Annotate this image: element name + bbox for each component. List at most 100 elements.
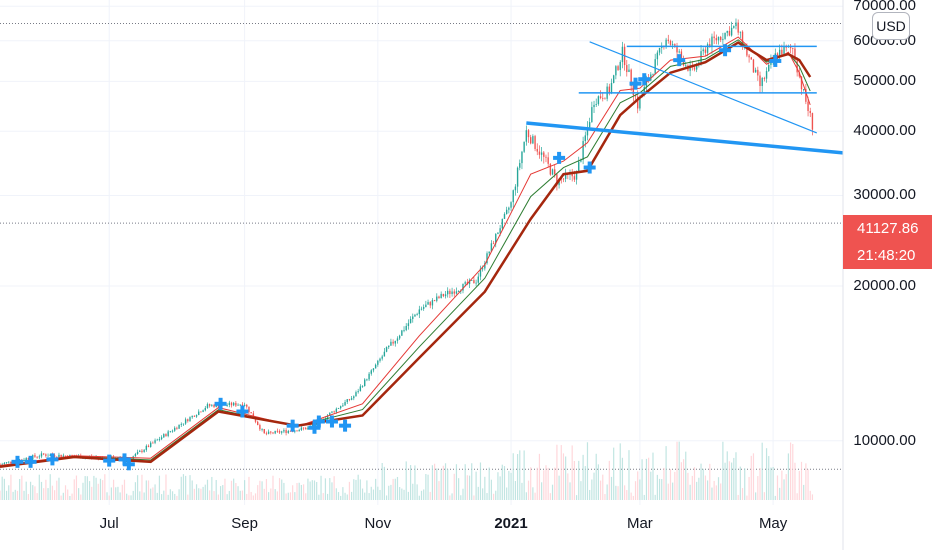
candle-body	[604, 98, 606, 100]
candle-body	[250, 412, 252, 414]
candle-body	[436, 296, 438, 301]
volume-bar	[726, 451, 728, 500]
volume-bar	[746, 495, 748, 500]
y-tick-label: 70000.00	[853, 0, 916, 15]
candle-body	[639, 97, 641, 109]
volume-bar	[394, 478, 396, 500]
volume-bar	[680, 462, 682, 500]
volume-bar	[440, 469, 442, 500]
candle-body	[381, 356, 383, 359]
candle-body	[798, 72, 801, 77]
candle-body	[359, 386, 362, 392]
candle-body	[239, 404, 241, 406]
candle-body	[267, 431, 270, 434]
volume-bar	[396, 476, 399, 500]
candle-body	[320, 418, 322, 420]
signal-marker	[719, 44, 732, 57]
volume-bar	[715, 485, 717, 500]
candle-body	[230, 402, 233, 406]
volume-bar	[643, 494, 645, 500]
volume-bar	[93, 475, 95, 500]
candle-body	[272, 432, 274, 434]
marker-vbar	[633, 77, 638, 90]
volume-bar	[12, 491, 14, 500]
candle-body	[243, 404, 246, 406]
volume-bar	[353, 479, 355, 500]
volume-bar	[281, 479, 283, 500]
volume-bar	[490, 479, 492, 500]
candle-body	[169, 431, 172, 433]
candle-body	[510, 202, 512, 208]
currency-badge[interactable]: USD	[872, 12, 910, 40]
candle-body	[457, 291, 460, 292]
volume-bar	[324, 478, 327, 500]
candle-body	[438, 296, 440, 299]
candle-body	[665, 39, 667, 48]
candle-body	[3, 462, 6, 465]
volume-bar	[326, 493, 329, 500]
candle-body	[752, 59, 755, 73]
candle-body	[794, 48, 796, 61]
volume-bar	[163, 490, 165, 500]
candle-body	[409, 318, 412, 324]
volume-bar	[412, 483, 414, 500]
volume-bar	[403, 489, 405, 500]
volume-bar	[506, 487, 508, 500]
candle-body	[0, 464, 1, 466]
candle-body	[346, 399, 348, 403]
x-tick-label: Mar	[626, 515, 653, 532]
volume-bar	[193, 488, 195, 500]
marker-vbar	[50, 453, 55, 466]
volume-bar	[796, 493, 798, 500]
candle-body	[658, 47, 661, 53]
candle-body	[8, 461, 10, 463]
volume-bar	[752, 453, 755, 500]
signal-marker	[673, 54, 686, 67]
candle-body	[429, 302, 431, 306]
candle-body	[477, 276, 479, 283]
volume-bar	[185, 475, 187, 500]
candle-body	[263, 428, 265, 434]
volume-bar	[169, 489, 171, 500]
volume-bar	[211, 476, 213, 500]
candle-body	[702, 49, 704, 52]
volume-bar	[272, 475, 274, 500]
candle-body	[53, 455, 56, 457]
volume-bar	[541, 482, 543, 500]
volume-bar	[132, 490, 134, 500]
volume-bar	[342, 487, 344, 500]
volume-bar	[75, 475, 78, 500]
volume-bar	[254, 493, 257, 500]
candle-body	[178, 424, 180, 429]
candle-body	[60, 454, 62, 457]
volume-bar	[200, 488, 202, 500]
volume-bar	[388, 485, 390, 500]
volume-bar	[139, 491, 141, 500]
volume-bar	[285, 493, 287, 500]
candle-body	[595, 104, 597, 105]
candle-body	[298, 429, 300, 432]
volume-bar	[427, 474, 429, 500]
volume-bar	[150, 488, 152, 500]
volume-bar	[589, 489, 591, 500]
volume-bar	[477, 486, 479, 500]
volume-bar	[97, 483, 99, 500]
candle-body	[433, 300, 436, 301]
volume-bar	[283, 482, 285, 500]
volume-bar	[91, 486, 93, 500]
volume-bar	[637, 471, 639, 500]
volume-bar	[333, 476, 335, 500]
candle-body	[285, 430, 287, 433]
volume-bar	[222, 485, 224, 500]
candle-body	[615, 66, 617, 76]
candle-body	[427, 302, 429, 305]
volume-bar	[226, 494, 228, 500]
volume-bar	[302, 484, 305, 500]
candle-body	[34, 455, 36, 457]
marker-vbar	[312, 421, 317, 434]
volume-bar	[606, 484, 608, 500]
candle-body	[475, 282, 477, 284]
volume-bar	[152, 487, 154, 500]
candle-body	[1, 464, 3, 465]
